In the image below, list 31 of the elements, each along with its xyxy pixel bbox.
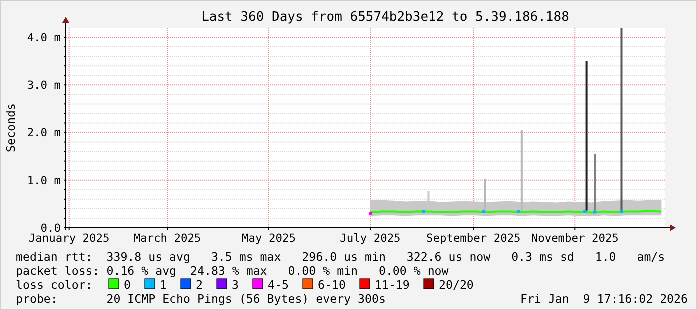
legend-label: 0	[124, 278, 131, 292]
y-tick-label: 3.0 m	[27, 79, 62, 92]
legend-title: loss color:	[16, 278, 93, 292]
bar	[594, 154, 596, 211]
legend-label: 6-10	[318, 278, 346, 292]
bar	[586, 61, 588, 211]
legend-label: 11-19	[375, 278, 410, 292]
legend-label: 3	[232, 278, 239, 292]
text: Fri Jan 9 17:16:02 2026	[520, 292, 688, 306]
y-axis-title: Seconds	[4, 104, 18, 152]
x-tick-label: July 2025	[340, 232, 401, 245]
bar	[620, 28, 623, 211]
text: median rtt: 339.8 us avg 3.5 ms max 296.0 us min 322.6 us now 0.3 ms sd 1.0 am/s	[16, 250, 666, 264]
legend-label: 2	[196, 278, 203, 292]
chart-title: Last 360 Days from 65574b2b3e12 to 5.39.186.188	[202, 10, 570, 25]
text: packet loss: 0.16 % avg 24.83 % max 0.00 % min 0.00 % now	[16, 264, 449, 278]
x-tick-label: November 2025	[531, 232, 619, 245]
bar	[484, 178, 486, 211]
y-tick-label: 4.0 m	[27, 31, 62, 44]
bar	[520, 130, 523, 211]
y-tick-label: 2.0 m	[27, 126, 62, 140]
x-tick-label: March 2025	[134, 232, 202, 245]
x-tick-label: January 2025	[28, 232, 110, 245]
legend-label: 1	[160, 278, 167, 292]
legend-label: 20/20	[439, 278, 474, 292]
x-tick-label: September 2025	[426, 232, 521, 245]
legend-label: 4-5	[268, 278, 289, 292]
x-tick-label: May 2025	[242, 232, 296, 245]
y-tick-label: 0.0	[40, 222, 62, 235]
text: probe: 20 ICMP Echo Pings (56 Bytes) every 300s	[16, 292, 386, 306]
y-tick-label: 1.0 m	[27, 174, 62, 188]
